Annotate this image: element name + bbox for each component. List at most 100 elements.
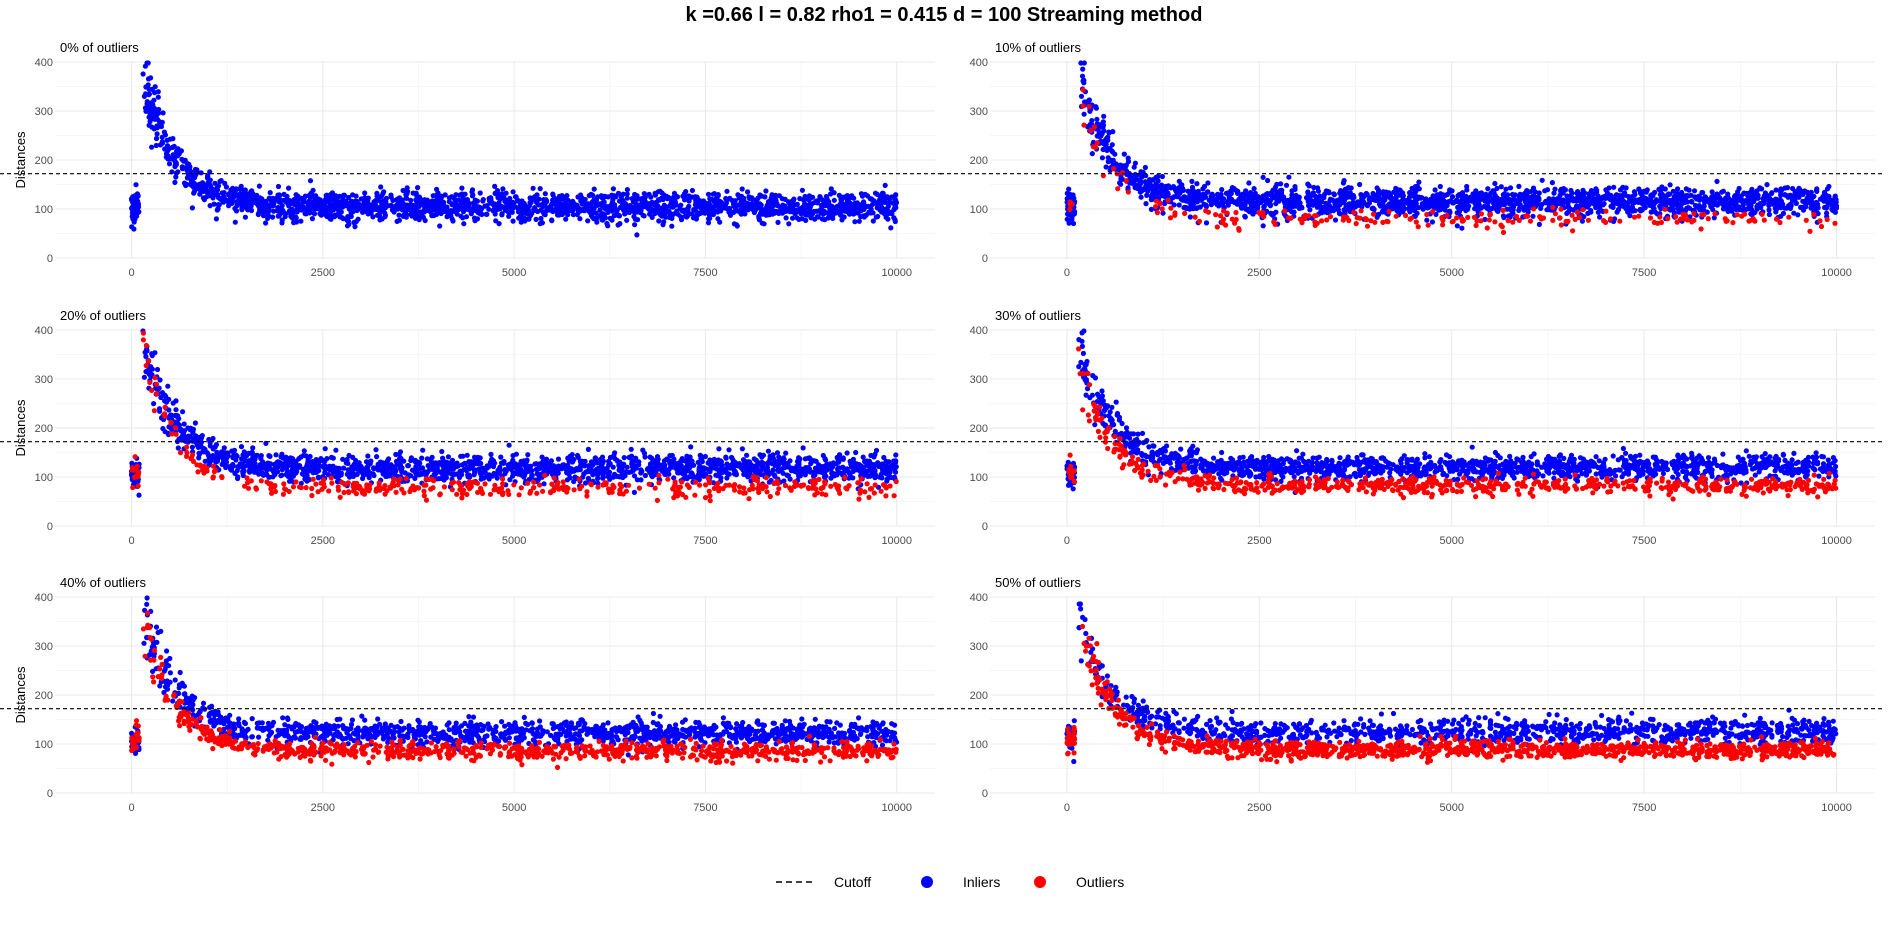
inlier-point [257,184,262,189]
inlier-point [378,184,383,189]
inlier-point [1268,203,1273,208]
inlier-point [1669,207,1674,212]
inlier-point [1679,190,1684,195]
inlier-point [155,131,160,136]
inlier-point [541,210,546,215]
inlier-point [1202,184,1207,189]
inlier-point [1363,193,1368,198]
inlier-point [695,200,700,205]
y-tick-label: 100 [35,204,53,216]
inlier-point [1494,208,1499,213]
outlier-point [1371,212,1376,217]
inlier-point [871,218,876,223]
inlier-point [545,205,550,210]
x-tick-label: 2500 [311,535,335,547]
inlier-point [864,212,869,217]
inlier-point [803,218,808,223]
inlier-point [439,449,444,454]
outlier-point [1124,178,1129,183]
inlier-point [719,205,724,210]
inlier-point [1262,204,1267,209]
outlier-point [1236,226,1241,231]
inlier-point [249,204,254,209]
inlier-point [1684,194,1689,199]
inlier-point [859,191,864,196]
outlier-point [1550,205,1555,210]
inlier-point [1430,219,1435,224]
inlier-point [465,207,470,212]
inlier-point [141,71,146,76]
inlier-point [791,198,796,203]
inlier-point [1424,218,1429,223]
inlier-point [460,191,465,196]
outlier-point [1093,145,1098,150]
inlier-point [1065,211,1070,216]
outlier-point [1182,211,1187,216]
inlier-point [283,214,288,219]
inlier-point [839,217,844,222]
inlier-point [593,203,598,208]
inlier-point [329,455,334,460]
inlier-point [510,210,515,215]
inlier-point [625,196,630,201]
inlier-point [823,203,828,208]
inlier-point [404,212,409,217]
inlier-point [1742,191,1747,196]
inlier-point [661,197,666,202]
inlier-point [1443,200,1448,205]
inlier-point [312,206,317,211]
inlier-point [194,167,199,172]
inlier-point [1244,192,1249,197]
inlier-point [241,193,246,198]
outlier-point [1608,216,1613,221]
outlier-point [1632,215,1637,220]
outlier-point [1344,215,1349,220]
y-tick-label: 400 [35,325,53,337]
inlier-point [199,170,204,175]
x-tick-label: 10000 [881,535,912,547]
inlier-point [1659,195,1664,200]
inlier-point [1110,161,1115,166]
inlier-point [374,191,379,196]
inlier-point [1407,206,1412,211]
inlier-point [1278,181,1283,186]
inlier-point [154,136,159,141]
inlier-point [1700,206,1705,211]
outlier-point [1394,214,1399,219]
inlier-point [465,453,470,458]
facet-subtitle: 20% of outliers [60,308,146,323]
inlier-point [681,209,686,214]
inlier-point [365,198,370,203]
outlier-point [1565,219,1570,224]
inlier-point [1575,196,1580,201]
y-tick-label: 300 [35,106,53,118]
inlier-point [504,191,509,196]
inlier-point [669,204,674,209]
inlier-point [538,186,543,191]
inlier-point [1829,198,1834,203]
inlier-point [689,211,694,216]
inlier-point [397,218,402,223]
inlier-point [1246,180,1251,185]
inlier-point [573,205,578,210]
outlier-point [1440,222,1445,227]
inlier-point [560,207,565,212]
outlier-point [1586,218,1591,223]
inlier-point [1675,186,1680,191]
outlier-point [1817,218,1822,223]
inlier-point [279,220,284,225]
x-tick-label: 10000 [1821,267,1852,279]
outlier-point [1699,212,1704,217]
inlier-point [1734,200,1739,205]
inlier-point [727,196,732,201]
inlier-point [1229,191,1234,196]
inlier-point [168,137,173,142]
inlier-point [887,200,892,205]
inlier-point [1333,217,1338,222]
outlier-point [1570,228,1575,233]
inlier-point [532,207,537,212]
inlier-point [585,218,590,223]
inlier-point [1551,191,1556,196]
inlier-point [879,204,884,209]
inlier-point [656,218,661,223]
